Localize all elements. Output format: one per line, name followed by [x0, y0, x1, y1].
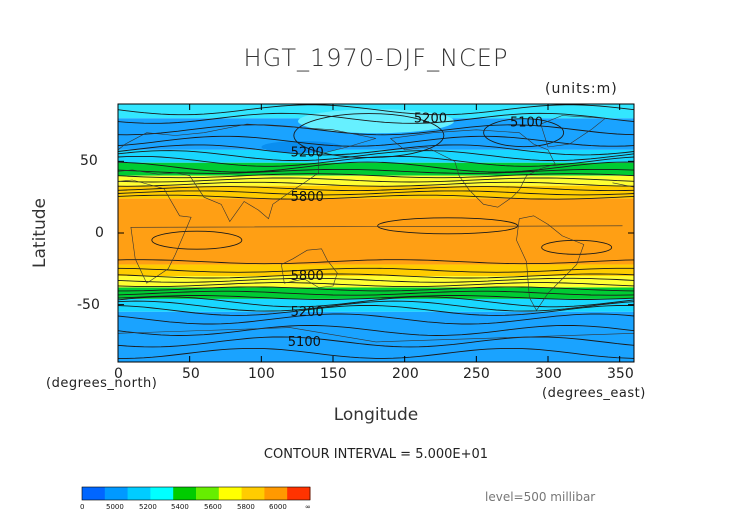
polar-contour [293, 113, 445, 158]
x-axis-label: Longitude [333, 405, 419, 425]
continent-outline-1 [117, 179, 623, 284]
continent-outline-0 [612, 182, 635, 188]
colorbar-tick-6000: 6000 [269, 503, 287, 511]
contour-line-7 [117, 161, 635, 173]
tropical-contour-3 [541, 239, 613, 255]
contour-label-4: 5800 [291, 269, 324, 284]
colorbar-tick-5200: 5200 [139, 503, 157, 511]
y-tick-50: 50 [80, 153, 98, 169]
y-tick-minus50: -50 [77, 297, 100, 313]
contour-labels: 5200 5100 5200 5800 5800 5200 5100 [288, 111, 543, 350]
colorbar-tick-infinity: ∞ [305, 503, 311, 511]
height-band-7 [118, 264, 634, 276]
colorbar-tick-5000: 5000 [106, 503, 124, 511]
contour-label-1: 5100 [510, 116, 543, 131]
x-tick-150: 150 [320, 366, 347, 382]
continent-outline-7 [540, 115, 607, 148]
colorbar-swatch-5 [196, 487, 220, 500]
contour-line-8 [117, 168, 635, 174]
colorbar-swatch-6 [218, 487, 243, 500]
colorbar-swatch-8 [264, 487, 288, 500]
contour-line-27 [117, 325, 635, 336]
contour-interval-text: CONTOUR INTERVAL = 5.000E+01 [263, 447, 489, 462]
contour-line-4 [117, 144, 635, 156]
colorbar-tick-0: 0 [80, 503, 85, 511]
contour-line-26 [117, 313, 635, 325]
contour-line-13 [117, 190, 635, 196]
level-text: level=500 millibar [485, 490, 596, 504]
contour-lines [117, 104, 635, 359]
height-band-11 [118, 311, 634, 362]
colorbar-swatch-2 [127, 487, 151, 500]
contour-line-3 [117, 135, 635, 147]
contour-line-12 [117, 186, 635, 192]
contour-line-11 [117, 181, 635, 187]
contour-label-0: 5200 [414, 111, 447, 126]
y-axis-unit: (degrees_north) [46, 376, 158, 391]
x-tick-200: 200 [392, 366, 419, 382]
x-axis-unit: (degrees_east) [542, 386, 646, 401]
continent-outline-6 [117, 327, 635, 343]
colorbar-swatch-0 [82, 487, 106, 500]
contour-line-29 [118, 347, 635, 359]
contour-line-19 [117, 282, 635, 288]
colorbar-frame [81, 486, 311, 501]
colorbar-swatch-4 [173, 487, 197, 500]
colorbar-swatch-1 [104, 487, 129, 500]
contour-line-9 [117, 173, 635, 179]
contour-label-5: 5200 [291, 305, 324, 320]
units-label: (units:m) [545, 81, 618, 97]
trough-cell-asia [261, 141, 342, 153]
contour-line-15 [117, 259, 635, 265]
height-band-4 [118, 175, 634, 186]
contour-line-22 [117, 295, 635, 300]
contour-line-5 [117, 150, 635, 162]
chart-title: HGT_1970-DJF_NCEP [243, 44, 509, 72]
x-tick-250: 250 [463, 366, 490, 382]
height-band-2 [118, 149, 634, 163]
polar-contour-2 [483, 118, 565, 148]
contour-line-10 [117, 177, 635, 183]
continent-outlines [117, 115, 635, 343]
contour-line-14 [117, 194, 635, 200]
contour-line-1 [117, 112, 635, 124]
colorbar [81, 486, 311, 501]
height-band-5 [118, 185, 634, 199]
height-band-9 [118, 287, 634, 299]
tropical-contour-1 [151, 230, 243, 250]
continent-outline-4 [390, 129, 556, 208]
x-tick-0: 0 [114, 366, 123, 382]
contour-line-20 [118, 286, 635, 292]
colorbar-swatch-7 [241, 487, 265, 500]
contour-line-16 [117, 267, 634, 273]
colorbar-swatch-9 [287, 487, 311, 500]
y-axis-label: Latitude [30, 198, 50, 268]
colorbar-tick-5800: 5800 [237, 503, 255, 511]
height-band-8 [118, 276, 634, 288]
contour-line-24 [117, 300, 635, 312]
contour-line-25 [117, 304, 635, 316]
colorbar-tick-5600: 5600 [204, 503, 222, 511]
colorbar-tick-5400: 5400 [171, 503, 189, 511]
contour-label-3: 5800 [291, 190, 324, 205]
colorbar-swatch-3 [150, 487, 174, 500]
x-tick-300: 300 [535, 366, 562, 382]
contour-line-28 [117, 336, 635, 348]
x-tick-100: 100 [248, 366, 275, 382]
y-tick-0: 0 [95, 225, 104, 241]
continent-outline-2 [117, 123, 377, 223]
contour-line-17 [117, 273, 635, 279]
continent-outline-3 [281, 248, 338, 288]
axis-ticks [117, 104, 634, 362]
continent-outline-5 [516, 215, 585, 311]
x-tick-50: 50 [182, 366, 200, 382]
contour-label-2: 5200 [291, 146, 324, 161]
contour-line-2 [117, 124, 635, 136]
contour-line-23 [117, 296, 635, 308]
contour-label-6: 5100 [288, 335, 321, 350]
contour-line-18 [117, 277, 635, 283]
x-tick-350: 350 [607, 366, 634, 382]
